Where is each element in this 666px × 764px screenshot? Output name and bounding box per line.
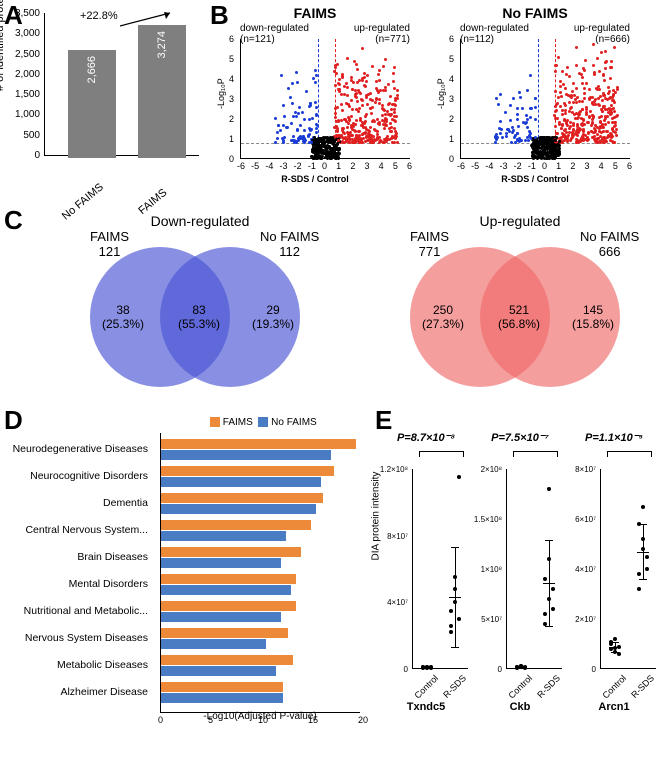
d-row-label: Nervous System Diseases (3, 632, 148, 644)
panel-e-scatter: DIA protein intensity P=8.7×10⁻⁸Txndc504… (380, 415, 660, 745)
d-row-label: Dementia (3, 497, 148, 509)
venn-group: Down-regulatedFAIMS121No FAIMS11238(25.3… (50, 215, 350, 395)
d-row-label: Neurodegenerative Diseases (3, 443, 148, 455)
d-row-label: Neurocognitive Disorders (3, 470, 148, 482)
d-xlabel: -Log10(Adjusted P-value) (160, 711, 360, 722)
venn-group: Up-regulatedFAIMS771No FAIMS666250(27.3%… (370, 215, 666, 395)
d-legend: FAIMS No FAIMS (210, 417, 317, 428)
panel-d-hbar: FAIMS No FAIMS 05101520Neurodegenerative… (10, 415, 370, 745)
volcano-plot: No FAIMS down-regulated(n=112) up-regula… (435, 9, 635, 184)
e-plot: P=1.1×10⁻⁵Arcn102×10⁷4×10⁷6×10⁷8×10⁷Cont… (570, 433, 658, 733)
e-plot: P=7.5×10⁻⁷Ckb05×10⁷1×10⁸1.5×10⁸2×10⁸Cont… (476, 433, 564, 733)
e-plot: P=8.7×10⁻⁸Txndc504×10⁷8×10⁷1.2×10⁸Contro… (382, 433, 470, 733)
d-row-label: Nutritional and Metabolic... (3, 605, 148, 617)
d-row-label: Alzheimer Disease (3, 686, 148, 698)
a-ylabel: # of identified protein groups (0, 0, 6, 91)
d-row-label: Brain Diseases (3, 551, 148, 563)
a-arrow-text: +22.8% (80, 10, 118, 22)
panel-b-volcano: FAIMS down-regulated(n=121) up-regulated… (215, 5, 655, 200)
volcano-plot: FAIMS down-regulated(n=121) up-regulated… (215, 9, 415, 184)
a-bar: 3,274 (138, 25, 186, 158)
d-row-label: Metabolic Diseases (3, 659, 148, 671)
panel-c-venn: Down-regulatedFAIMS121No FAIMS11238(25.3… (10, 215, 656, 395)
d-row-label: Central Nervous System... (3, 524, 148, 536)
panel-a-barchart: # of identified protein groups 05001,000… (10, 5, 205, 185)
a-bar: 2,666 (68, 50, 116, 158)
e-ylabel: DIA protein intensity (371, 472, 382, 561)
d-row-label: Mental Disorders (3, 578, 148, 590)
